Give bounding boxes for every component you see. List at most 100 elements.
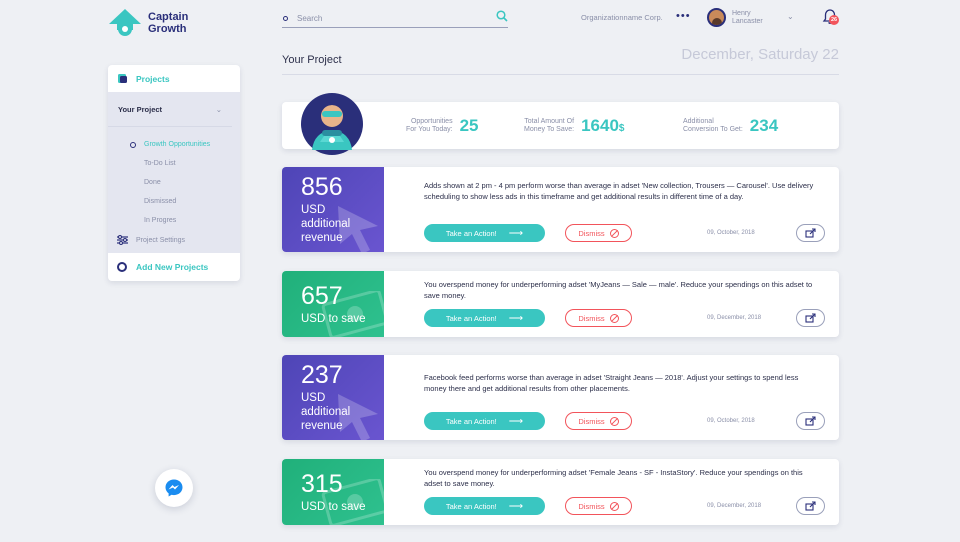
brand-logo[interactable]: Captain Growth bbox=[108, 8, 188, 38]
share-button[interactable] bbox=[796, 412, 825, 430]
stat-label: Additional Conversion To Get: bbox=[683, 118, 743, 134]
card-message: Adds shown at 2 pm - 4 pm perform worse … bbox=[424, 181, 814, 201]
avatar bbox=[707, 8, 726, 27]
dismiss-label: Dismiss bbox=[578, 228, 605, 238]
stat-label-line-2: For You Today: bbox=[406, 126, 453, 133]
dismiss-label: Dismiss bbox=[578, 416, 605, 426]
sidebar-item-your-project[interactable]: Your Project ⌄ bbox=[108, 92, 232, 127]
card-date: 09, December, 2018 bbox=[707, 503, 762, 509]
chevron-down-icon: ⌄ bbox=[215, 104, 222, 114]
stat-label-line-1: Total Amount Of bbox=[524, 118, 575, 125]
sidebar-item-growth-opportunities[interactable]: Growth Opportunities bbox=[130, 135, 240, 154]
card-value-tile: 856 USD additional revenue bbox=[282, 167, 384, 252]
stat-value-number: 25 bbox=[459, 116, 479, 135]
dismiss-button[interactable]: Dismiss bbox=[565, 497, 632, 515]
add-icon bbox=[117, 262, 127, 272]
stat-value: 25 bbox=[460, 116, 479, 136]
dismiss-label: Dismiss bbox=[578, 313, 605, 323]
superhero-illustration bbox=[301, 93, 363, 155]
dismiss-button[interactable]: Dismiss bbox=[565, 224, 632, 242]
projects-icon bbox=[118, 74, 127, 83]
card-unit-line-2: additional bbox=[301, 218, 351, 230]
stat-value-number: 1640 bbox=[581, 116, 619, 135]
card-value-tile: 237 USD additional revenue bbox=[282, 355, 384, 440]
user-first-name: Henry bbox=[732, 10, 751, 17]
share-button[interactable] bbox=[796, 224, 825, 242]
share-icon bbox=[805, 313, 816, 323]
card-unit-line-1: USD bbox=[301, 392, 326, 404]
notification-badge: 26 bbox=[829, 15, 839, 25]
dismiss-button[interactable]: Dismiss bbox=[565, 412, 632, 430]
add-project-label: Add New Projects bbox=[136, 262, 209, 272]
user-last-name: Lancaster bbox=[732, 17, 763, 25]
share-button[interactable] bbox=[796, 309, 825, 327]
dismiss-icon bbox=[609, 228, 619, 238]
stat-label-line-1: Additional bbox=[683, 118, 714, 125]
take-action-button[interactable]: Take an Action! ⟶ bbox=[424, 309, 545, 327]
card-date: 09, October, 2018 bbox=[707, 230, 755, 236]
stat-label-line-1: Opportunities bbox=[410, 118, 453, 125]
card-message: Facebook feed performs worse than averag… bbox=[424, 373, 799, 393]
opportunity-card: 237 USD additional revenue Facebook feed… bbox=[282, 355, 839, 440]
sidebar-item-projects[interactable]: Projects bbox=[108, 65, 240, 92]
card-value: 237 bbox=[301, 361, 343, 389]
sidebar-sublist: Growth Opportunities To-Do List Done Dis… bbox=[108, 127, 240, 230]
dismiss-button[interactable]: Dismiss bbox=[565, 309, 632, 327]
search-input[interactable] bbox=[297, 13, 487, 23]
page-title: Your Project bbox=[282, 54, 342, 66]
stat-value-number: 234 bbox=[749, 116, 779, 135]
stat-label-line-2: Money To Save: bbox=[524, 126, 575, 133]
settings-icon bbox=[117, 235, 128, 245]
sidebar-item-todo-list[interactable]: To-Do List bbox=[144, 160, 176, 167]
stat-value: 1640$ bbox=[581, 116, 624, 136]
dismiss-icon bbox=[609, 313, 619, 323]
card-message: You overspend money for underperforming … bbox=[424, 468, 803, 488]
cursor-pattern-icon bbox=[338, 206, 378, 252]
add-new-project-button[interactable]: Add New Projects bbox=[108, 253, 240, 281]
organization-name[interactable]: Organizationname Corp. bbox=[581, 13, 663, 22]
dismiss-icon bbox=[609, 416, 619, 426]
share-button[interactable] bbox=[796, 497, 825, 515]
card-unit-line-1: USD to save bbox=[301, 313, 366, 325]
share-icon bbox=[805, 501, 816, 511]
take-action-button[interactable]: Take an Action! ⟶ bbox=[424, 412, 545, 430]
sidebar-item-in-progress[interactable]: In Progres bbox=[144, 217, 177, 224]
user-menu[interactable]: Henry Lancaster bbox=[707, 8, 778, 27]
money-pattern-icon bbox=[321, 291, 384, 337]
brand-line-2: Growth bbox=[148, 23, 187, 35]
card-date: 09, October, 2018 bbox=[707, 418, 755, 424]
card-message: You overspend money for underperforming … bbox=[424, 280, 813, 300]
card-unit-line-3: revenue bbox=[301, 232, 343, 244]
take-action-button[interactable]: Take an Action! ⟶ bbox=[424, 497, 545, 515]
arrow-right-icon: ⟶ bbox=[508, 227, 524, 239]
share-icon bbox=[805, 228, 816, 238]
arrow-right-icon: ⟶ bbox=[508, 500, 524, 512]
card-date: 09, December, 2018 bbox=[707, 315, 762, 321]
card-unit-line-3: revenue bbox=[301, 420, 343, 432]
arrow-right-icon: ⟶ bbox=[508, 415, 524, 427]
stat-label-line-2: Conversion To Get: bbox=[683, 126, 743, 133]
take-action-label: Take an Action! bbox=[445, 416, 497, 426]
brand-line-1: Captain bbox=[148, 11, 189, 23]
search-icon[interactable] bbox=[496, 10, 508, 22]
sidebar-item-dismissed[interactable]: Dismissed bbox=[144, 198, 177, 205]
card-unit-line-2: additional bbox=[301, 406, 351, 418]
stat-value: 234 bbox=[750, 116, 778, 136]
take-action-button[interactable]: Take an Action! ⟶ bbox=[424, 224, 545, 242]
search-bar bbox=[282, 9, 508, 28]
sidebar-item-project-settings[interactable]: Project Settings bbox=[108, 231, 240, 249]
arrow-right-icon: ⟶ bbox=[508, 312, 524, 324]
more-icon[interactable]: ••• bbox=[676, 10, 691, 22]
brand-name: Captain Growth bbox=[148, 11, 188, 35]
take-action-label: Take an Action! bbox=[445, 313, 497, 323]
sidebar-item-done[interactable]: Done bbox=[144, 179, 161, 186]
chevron-down-icon[interactable]: ⌄ bbox=[787, 12, 794, 21]
card-unit-line-1: USD to save bbox=[301, 501, 366, 513]
messenger-button[interactable] bbox=[155, 469, 193, 507]
card-value: 315 bbox=[301, 470, 343, 498]
opportunity-card: 856 USD additional revenue Adds shown at… bbox=[282, 167, 839, 252]
dismiss-icon bbox=[609, 501, 619, 511]
card-value-tile: 315 USD to save bbox=[282, 459, 384, 525]
share-icon bbox=[805, 416, 816, 426]
sidebar-settings-label: Project Settings bbox=[136, 236, 186, 244]
